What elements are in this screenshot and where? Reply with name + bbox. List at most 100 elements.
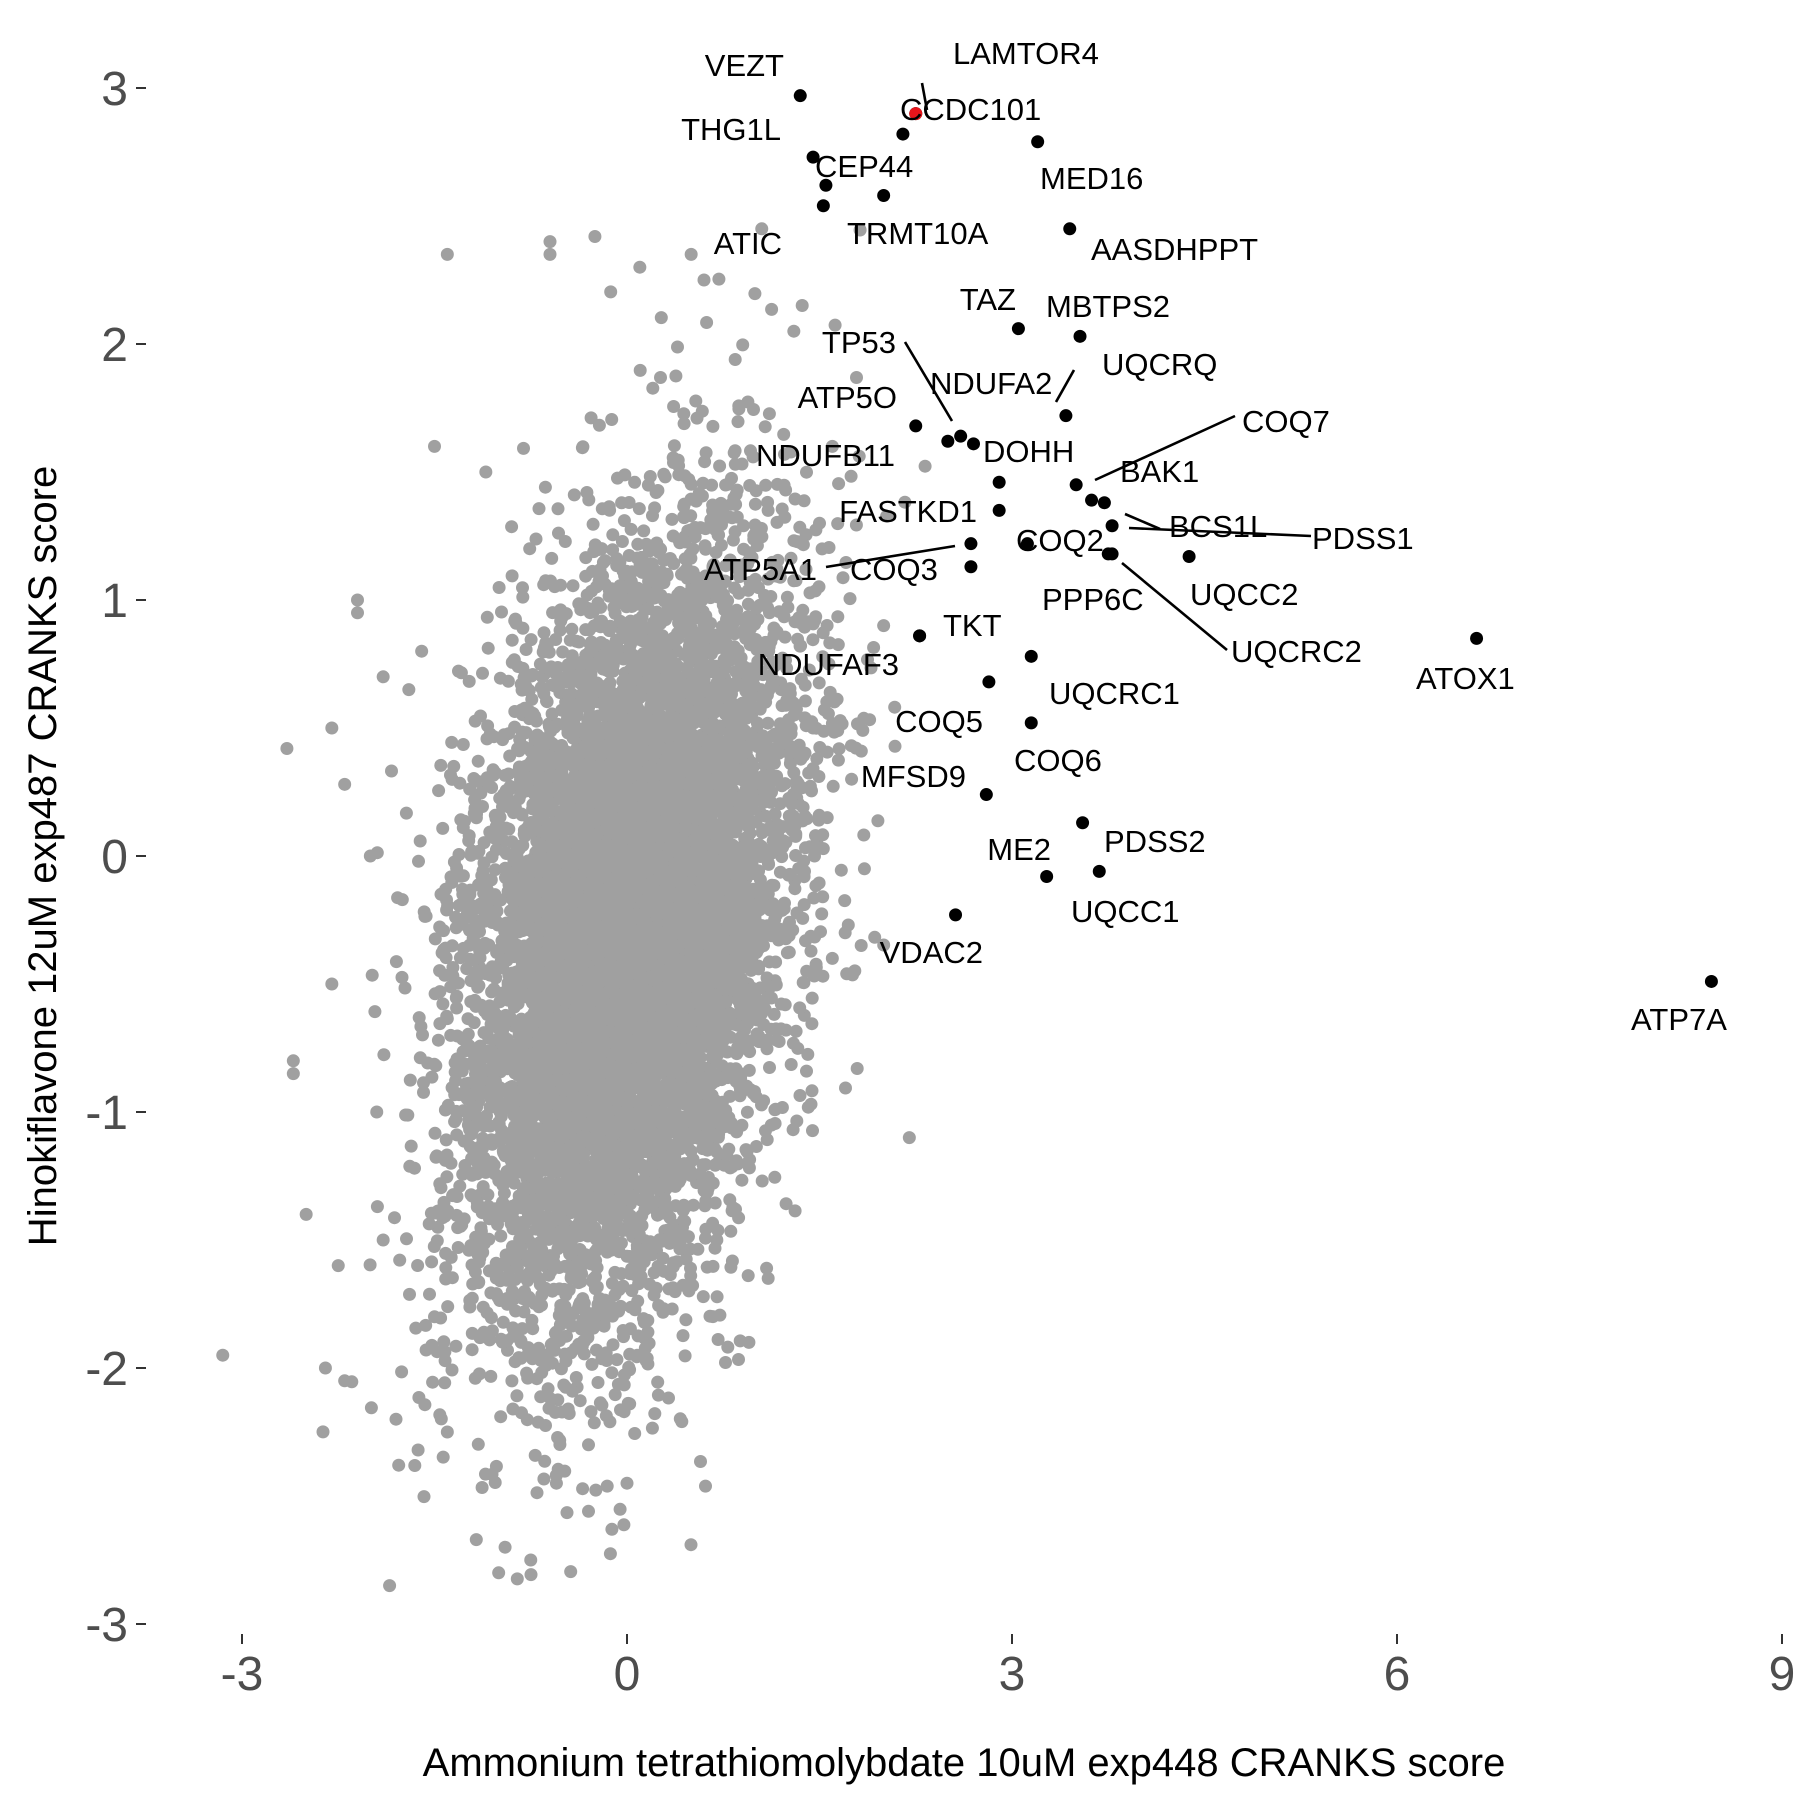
background-point xyxy=(805,1017,819,1031)
background-point xyxy=(389,955,403,969)
background-point xyxy=(888,739,902,753)
background-point xyxy=(871,814,885,828)
background-point xyxy=(431,1033,445,1047)
background-point xyxy=(468,714,482,728)
background-point xyxy=(828,318,842,332)
background-point xyxy=(537,626,551,640)
background-point xyxy=(463,782,477,796)
background-point xyxy=(761,716,775,730)
background-point xyxy=(797,494,811,508)
background-point xyxy=(603,503,617,517)
background-point xyxy=(850,371,863,384)
background-point xyxy=(452,899,466,912)
background-point xyxy=(586,517,600,531)
background-point xyxy=(898,495,912,509)
background-point xyxy=(494,1229,508,1243)
background-point xyxy=(494,1410,508,1424)
background-point xyxy=(365,968,379,982)
background-point xyxy=(364,1401,378,1415)
background-point xyxy=(520,1366,534,1380)
background-point xyxy=(449,1339,463,1353)
background-point xyxy=(831,610,845,624)
background-point xyxy=(515,1322,529,1336)
background-point xyxy=(576,1482,590,1496)
background-point xyxy=(732,1353,745,1366)
background-point xyxy=(429,1059,443,1073)
background-point xyxy=(605,413,619,426)
background-point xyxy=(413,834,427,848)
background-point xyxy=(605,1522,619,1536)
background-point xyxy=(516,590,530,604)
background-point xyxy=(728,525,742,539)
background-point xyxy=(505,1374,519,1388)
background-point xyxy=(590,1261,604,1275)
background-point xyxy=(606,543,620,557)
background-point xyxy=(538,1454,552,1468)
background-point xyxy=(679,1313,693,1327)
background-point xyxy=(377,1048,391,1062)
background-point xyxy=(434,758,448,772)
background-point xyxy=(814,925,827,939)
background-point xyxy=(673,1412,687,1426)
background-point xyxy=(567,488,581,502)
background-point xyxy=(804,944,818,958)
background-point xyxy=(456,738,470,751)
background-point xyxy=(880,509,894,523)
background-point xyxy=(471,754,485,768)
background-point xyxy=(592,418,606,432)
background-point xyxy=(524,1568,538,1582)
background-point xyxy=(710,1290,724,1304)
background-point xyxy=(411,1259,425,1272)
background-point xyxy=(741,1269,755,1283)
background-point xyxy=(698,539,712,553)
background-point xyxy=(413,1051,427,1065)
background-point xyxy=(632,502,646,516)
background-point xyxy=(721,1340,735,1354)
background-point xyxy=(606,528,620,542)
background-point xyxy=(852,449,866,463)
background-point xyxy=(651,1375,665,1389)
background-point xyxy=(705,478,719,492)
background-point xyxy=(584,1405,598,1419)
background-point xyxy=(800,1064,813,1078)
background-point xyxy=(398,981,412,995)
background-point xyxy=(439,1133,453,1147)
background-point xyxy=(831,517,845,531)
background-point xyxy=(501,674,515,688)
background-point xyxy=(395,970,409,984)
background-point xyxy=(762,407,776,421)
background-point xyxy=(516,581,529,595)
background-point xyxy=(779,835,793,849)
background-point xyxy=(433,1017,447,1031)
background-point xyxy=(778,777,792,791)
background-point xyxy=(696,1290,710,1304)
background-point xyxy=(800,465,813,479)
background-point xyxy=(469,1533,483,1547)
background-point xyxy=(676,1329,690,1343)
background-point xyxy=(836,571,850,585)
background-point xyxy=(471,1437,485,1451)
background-point xyxy=(610,1353,624,1367)
background-point xyxy=(532,502,546,516)
background-point xyxy=(832,742,846,756)
background-point xyxy=(803,586,817,600)
background-point xyxy=(425,1255,439,1269)
background-point xyxy=(711,1333,725,1346)
background-point xyxy=(537,1472,551,1486)
background-point xyxy=(703,1309,717,1323)
background-point xyxy=(437,1335,451,1349)
background-point xyxy=(566,579,580,593)
background-point xyxy=(798,678,812,692)
background-point xyxy=(654,371,667,384)
background-point xyxy=(689,394,703,408)
background-point xyxy=(615,535,629,548)
background-point xyxy=(839,1081,852,1095)
background-point xyxy=(524,633,538,647)
background-point xyxy=(759,478,773,492)
background-point xyxy=(436,821,450,835)
background-point xyxy=(579,551,593,565)
background-point xyxy=(662,1391,675,1405)
background-point xyxy=(868,930,882,944)
background-point xyxy=(735,1173,749,1187)
